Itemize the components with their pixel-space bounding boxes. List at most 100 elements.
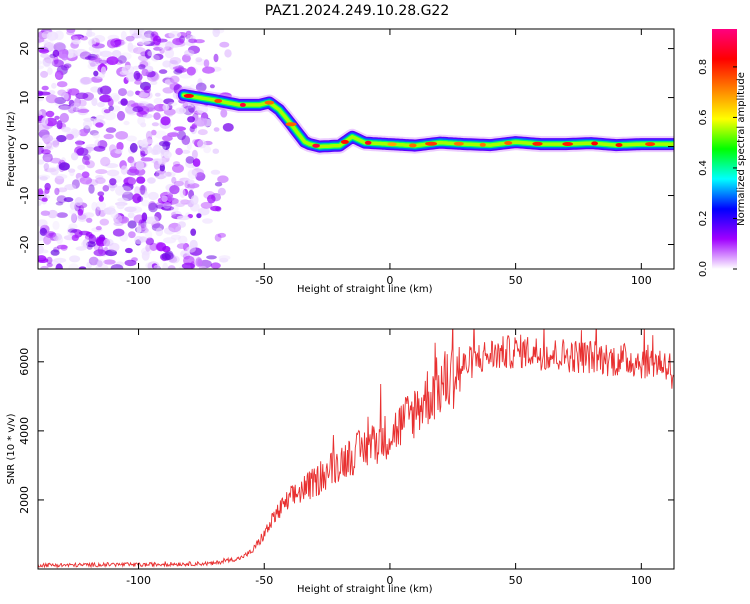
noise-blob <box>38 159 45 165</box>
noise-blob <box>38 200 42 206</box>
noise-blob <box>195 172 206 181</box>
noise-blob <box>100 66 107 75</box>
noise-blob <box>137 116 146 126</box>
noise-blob <box>93 35 106 43</box>
noise-blob <box>63 92 69 101</box>
noise-blob <box>108 105 114 111</box>
noise-blob <box>163 151 172 159</box>
y-tick-label: 6000 <box>18 348 31 376</box>
noise-blob <box>68 99 75 107</box>
noise-blob <box>86 217 93 223</box>
noise-blob <box>191 149 198 160</box>
noise-blob <box>72 39 81 45</box>
noise-blob <box>90 86 100 93</box>
noise-blob <box>40 210 51 216</box>
noise-blob <box>110 210 119 219</box>
noise-blob <box>56 120 63 130</box>
noise-blob <box>153 46 164 51</box>
noise-blob <box>38 60 43 65</box>
noise-blob <box>106 169 120 177</box>
noise-blob <box>136 225 142 234</box>
noise-blob <box>38 90 44 97</box>
noise-blob <box>56 212 68 218</box>
ridge-peak <box>591 141 598 146</box>
noise-blob <box>127 177 135 185</box>
noise-blob <box>151 54 160 62</box>
spectrogram-marks <box>38 29 674 269</box>
noise-blob <box>151 129 157 136</box>
noise-blob <box>157 157 167 166</box>
noise-blob <box>173 126 186 131</box>
noise-blob <box>139 140 149 148</box>
noise-blob <box>175 107 187 115</box>
noise-blob <box>210 205 221 212</box>
x-tick-label: -50 <box>255 574 273 587</box>
noise-blob <box>141 250 150 261</box>
noise-blob <box>178 235 188 244</box>
ridge-peak <box>340 139 349 144</box>
noise-blob <box>82 120 93 129</box>
noise-blob <box>79 176 93 185</box>
noise-blob <box>153 97 163 105</box>
noise-blob <box>61 53 69 61</box>
noise-blob <box>126 135 137 142</box>
noise-blob <box>144 49 152 59</box>
noise-blob <box>181 135 191 146</box>
noise-blob <box>214 181 223 187</box>
noise-blob <box>46 256 53 264</box>
noise-blob <box>138 40 151 46</box>
noise-blob <box>196 104 209 114</box>
noise-blob <box>164 79 175 85</box>
noise-blob <box>38 145 44 155</box>
noise-blob <box>69 201 76 210</box>
noise-blob <box>175 147 183 156</box>
noise-blob <box>187 116 196 123</box>
noise-blob <box>39 227 48 236</box>
noise-blob <box>95 122 104 128</box>
noise-blob <box>190 228 197 236</box>
noise-blob <box>108 205 115 211</box>
noise-blob <box>47 209 58 219</box>
noise-blob <box>148 201 157 211</box>
noise-blob <box>127 212 135 219</box>
noise-blob <box>85 31 96 37</box>
noise-blob <box>129 142 138 153</box>
noise-blob <box>40 265 49 269</box>
noise-blob <box>132 106 144 113</box>
noise-blob <box>183 255 195 266</box>
noise-blob <box>105 127 117 133</box>
noise-blob <box>89 62 96 67</box>
noise-blob <box>138 64 146 70</box>
noise-blob <box>135 160 145 171</box>
noise-blob <box>185 30 192 35</box>
noise-blob <box>169 75 180 84</box>
noise-blob <box>203 145 212 154</box>
noise-blob <box>139 29 148 40</box>
noise-blob <box>103 109 111 114</box>
noise-blob <box>80 35 88 41</box>
noise-blob <box>91 201 98 211</box>
noise-blob <box>170 205 179 213</box>
noise-blob <box>148 202 158 213</box>
ridge-peak <box>264 100 275 105</box>
noise-blob <box>86 29 93 38</box>
noise-blob <box>192 158 201 167</box>
noise-blob <box>133 70 141 80</box>
noise-blob <box>117 197 129 203</box>
noise-blob <box>44 187 50 195</box>
noise-blob <box>55 72 62 79</box>
noise-blob <box>58 105 71 111</box>
noise-blob <box>160 116 171 126</box>
noise-blob <box>210 169 221 175</box>
noise-blob <box>189 126 195 133</box>
noise-blob <box>109 178 117 186</box>
noise-blob <box>38 49 50 54</box>
noise-blob <box>80 76 93 85</box>
snr-series-line <box>38 329 674 569</box>
noise-blob <box>140 157 154 162</box>
noise-blob <box>40 70 49 78</box>
noise-blob <box>163 171 176 177</box>
noise-blob <box>162 202 172 209</box>
noise-blob <box>197 129 208 136</box>
noise-blob <box>133 214 145 224</box>
